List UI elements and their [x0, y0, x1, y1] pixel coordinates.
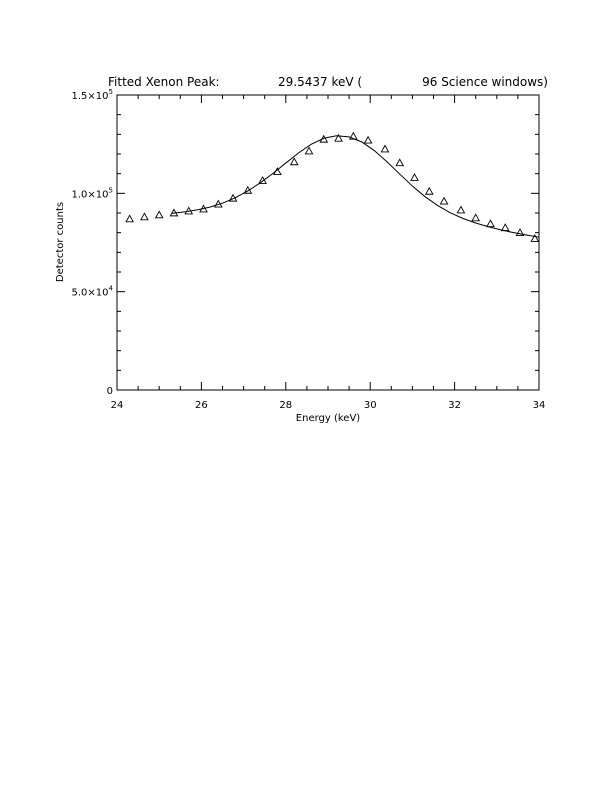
data-point-triangle	[471, 213, 481, 222]
x-axis-label: Energy (keV)	[296, 413, 361, 424]
chart-title-windows: 96 Science windows)	[422, 75, 548, 89]
data-point-triangle	[456, 205, 466, 214]
data-point-triangle	[199, 204, 208, 213]
x-tick-label: 24	[111, 400, 124, 411]
data-point-triangle	[439, 196, 449, 205]
data-point-triangle	[243, 185, 253, 194]
data-point-triangle	[154, 210, 164, 219]
data-point-triangle	[184, 206, 194, 215]
data-point-triangle	[486, 219, 495, 228]
fit-curve	[171, 135, 540, 238]
y-tick-label: 1.0×105	[72, 186, 113, 200]
data-point-triangle	[424, 186, 434, 195]
data-point-triangle	[258, 176, 267, 184]
x-tick-label: 32	[448, 400, 461, 411]
data-point-triangle	[289, 157, 299, 166]
x-tick-label: 26	[195, 400, 208, 411]
x-axis-ticks: 24 26 28 30 32 34	[111, 95, 546, 411]
y-tick-label: 1.5×105	[72, 88, 113, 102]
y-axis-ticks: 0 5.0×104 1.0×105 1.5×105	[72, 88, 539, 397]
x-tick-label: 28	[279, 400, 292, 411]
data-point-triangle	[228, 193, 238, 202]
data-point-triangle	[348, 131, 358, 140]
data-point-triangle	[500, 223, 510, 232]
data-points	[125, 131, 540, 242]
data-point-triangle	[140, 212, 149, 221]
data-point-triangle	[272, 167, 282, 176]
x-tick-label: 30	[364, 400, 377, 411]
data-point-triangle	[530, 234, 540, 242]
y-tick-label: 0	[107, 386, 113, 397]
chart-title-energy: 29.5437 keV (	[278, 75, 362, 89]
data-point-triangle	[395, 158, 405, 167]
plot-frame	[116, 94, 540, 391]
data-point-triangle	[334, 133, 343, 142]
data-point-triangle	[363, 135, 373, 144]
y-tick-label: 5.0×104	[72, 285, 114, 299]
data-point-triangle	[125, 214, 135, 223]
data-point-triangle	[515, 228, 525, 237]
chart-title-prefix: Fitted Xenon Peak:	[108, 75, 220, 89]
x-tick-label: 34	[533, 400, 546, 411]
data-point-triangle	[319, 134, 329, 143]
data-point-triangle	[380, 144, 390, 153]
data-point-triangle	[213, 199, 223, 208]
data-point-triangle	[304, 146, 314, 155]
y-axis-label: Detector counts	[55, 202, 66, 282]
data-point-triangle	[410, 173, 419, 181]
data-point-triangle	[169, 208, 179, 217]
